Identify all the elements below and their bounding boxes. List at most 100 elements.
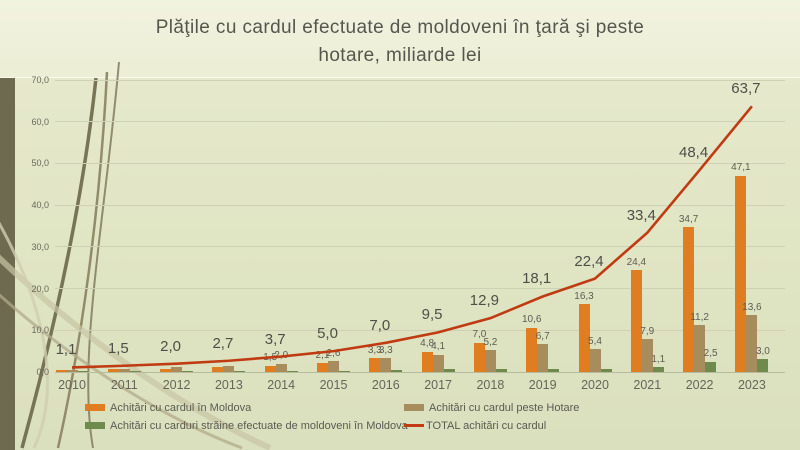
bar-2 <box>641 339 653 372</box>
bar-label: 3,3 <box>378 344 393 356</box>
bar-3 <box>548 368 560 372</box>
total-label: 1,1 <box>55 341 77 359</box>
x-axis-tick-label: 2015 <box>319 378 348 392</box>
bar-1 <box>630 270 642 372</box>
bar-1 <box>683 227 695 372</box>
bar-label: 3,0 <box>755 345 770 357</box>
bar-3 <box>391 370 403 372</box>
plot-area: 0,0 10,0 20,0 30,0 40,0 50,0 60,0 70,0 1,5 2,1 3,3… <box>31 75 785 392</box>
legend-item-moldova: Achitări cu cardul în Moldova <box>85 400 251 415</box>
bar-label: 5,4 <box>588 335 602 347</box>
bar-label: 1,1 <box>651 353 666 365</box>
bar-label: 4,1 <box>431 341 446 353</box>
bar-1 <box>55 369 67 372</box>
bar-3 <box>77 371 89 372</box>
y-axis-tick-label: 20,0 <box>31 283 49 294</box>
bar-3 <box>182 371 194 372</box>
x-axis-tick-label: 2020 <box>581 378 609 392</box>
legend-swatch-hotare-icon <box>404 404 424 411</box>
total-label: 18,1 <box>522 270 552 288</box>
y-axis-tick-label: 70,0 <box>31 75 49 85</box>
total-label: 3,7 <box>264 330 286 348</box>
title-band <box>0 0 800 78</box>
total-label: 22,4 <box>574 252 604 270</box>
gridline <box>55 204 785 206</box>
legend-item-total: TOTAL achitări cu cardul <box>404 418 546 433</box>
bar-3 <box>600 369 612 372</box>
total-line <box>71 105 753 369</box>
bar-2 <box>275 363 287 372</box>
bar-1 <box>212 367 224 372</box>
gridline <box>55 329 785 331</box>
bar-label: 6,7 <box>535 330 550 342</box>
legend-swatch-total-line-icon <box>404 424 424 427</box>
total-label: 5,0 <box>317 325 338 343</box>
x-axis-tick-label: 2016 <box>371 378 400 392</box>
y-axis-tick-label: 0,0 <box>36 367 49 377</box>
legend-label-moldova: Achitări cu cardul în Moldova <box>110 401 252 414</box>
bar-2 <box>223 365 235 372</box>
bar-label: 16,3 <box>574 290 594 302</box>
bar-2 <box>66 369 78 372</box>
bar-2 <box>537 344 549 372</box>
bar-2 <box>746 315 758 372</box>
y-axis-tick-label: 40,0 <box>31 200 49 211</box>
bar-1 <box>421 351 433 372</box>
legend-label-straine: Achitări cu carduri străine efectuate de… <box>110 419 408 432</box>
bar-3 <box>286 371 298 372</box>
x-axis-tick-label: 2010 <box>58 378 86 392</box>
x-axis-tick-label: 2018 <box>476 378 505 392</box>
left-accent-bar <box>0 78 15 450</box>
bar-2 <box>589 349 601 372</box>
bar-2 <box>380 358 392 372</box>
bar-3 <box>339 370 350 372</box>
bar-label: 7,9 <box>640 325 655 337</box>
total-label: 63,7 <box>731 80 761 98</box>
gridline <box>55 246 785 248</box>
gridline <box>55 121 785 123</box>
bar-2 <box>484 350 496 372</box>
x-axis-tick-label: 2019 <box>528 378 557 392</box>
bar-label: 34,7 <box>678 213 699 225</box>
total-label: 48,4 <box>678 144 709 162</box>
x-axis-tick-label: 2011 <box>110 378 138 392</box>
bar-3 <box>652 367 664 372</box>
bar-1 <box>578 304 590 372</box>
y-axis-tick-label: 50,0 <box>31 158 49 169</box>
legend: Achitări cu cardul în Moldova Achitări c… <box>0 398 800 440</box>
bar-3 <box>129 371 141 372</box>
y-axis-tick-label: 60,0 <box>31 116 49 127</box>
legend-swatch-moldova-icon <box>85 404 105 411</box>
total-label: 9,5 <box>421 306 443 324</box>
x-axis-tick-label: 2012 <box>162 378 191 392</box>
legend-swatch-straine-icon <box>85 422 105 429</box>
bar-1 <box>160 368 172 372</box>
total-label: 2,7 <box>212 334 234 352</box>
x-axis-line <box>55 372 785 373</box>
x-axis-tick-label: 2017 <box>424 378 452 392</box>
bar-2 <box>118 368 130 372</box>
bar-3 <box>495 369 507 372</box>
bar-2 <box>694 325 706 372</box>
bar-label: 13,6 <box>742 301 762 313</box>
bar-1 <box>107 369 119 372</box>
bar-3 <box>757 359 769 372</box>
bar-1 <box>526 327 538 372</box>
x-axis-tick-label: 2023 <box>737 378 766 392</box>
bar-label: 7,0 <box>472 329 487 341</box>
legend-label-hotare: Achitări cu cardul peste Hotare <box>429 401 580 414</box>
bar-1 <box>735 175 747 372</box>
y-axis-tick-label: 10,0 <box>31 325 49 336</box>
bar-2 <box>171 367 183 372</box>
legend-item-hotare: Achitări cu cardul peste Hotare <box>404 400 579 415</box>
bar-3 <box>443 369 455 372</box>
bar-2 <box>432 354 444 372</box>
bar-label: 24,4 <box>626 256 647 268</box>
gridline <box>55 79 785 81</box>
gridline <box>55 288 785 290</box>
x-axis-tick-label: 2022 <box>685 378 714 392</box>
total-label: 2,0 <box>160 337 182 355</box>
bar-1 <box>264 365 276 372</box>
bar-label: 4,8 <box>420 338 435 350</box>
